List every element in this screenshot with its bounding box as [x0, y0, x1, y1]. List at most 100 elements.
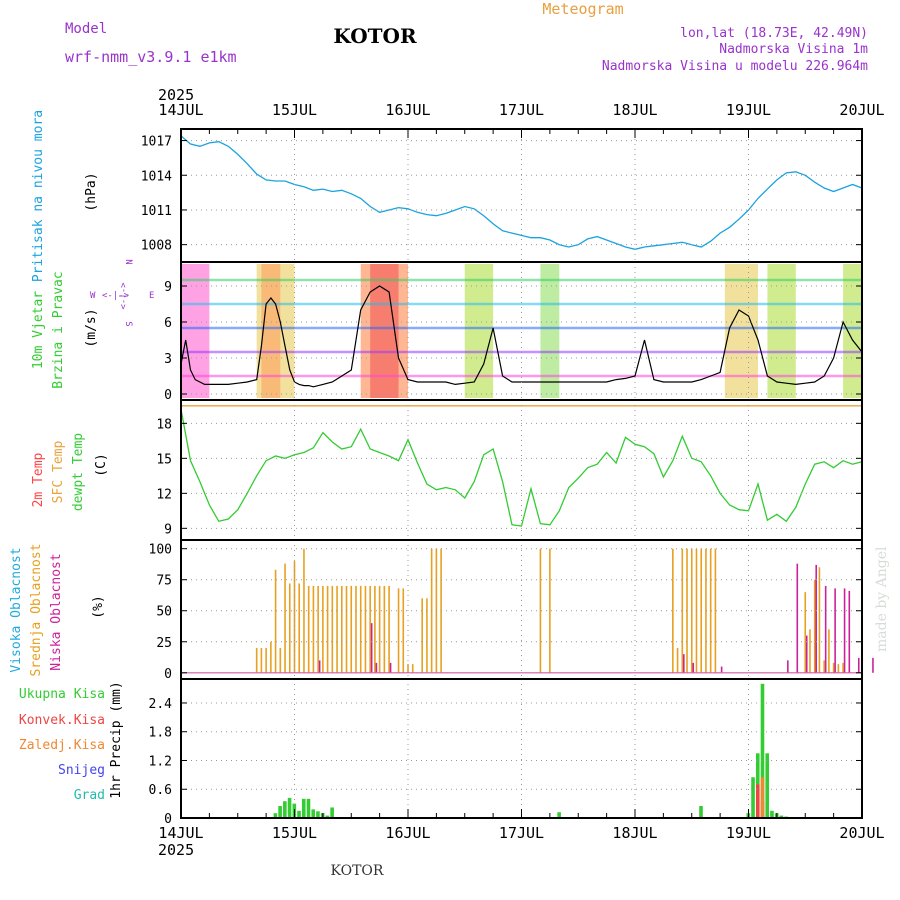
day-label-bottom-6: 20JUL [839, 824, 884, 842]
model-name: wrf-nmm_v3.9.1 e1km [65, 48, 237, 66]
pressure-tick-label-1: 1011 [141, 204, 172, 219]
precip-bar-1-0 [755, 784, 760, 818]
pressure-line [180, 135, 863, 250]
elevation-label: Nadmorska Visina 1m [719, 42, 868, 57]
precip-tick-label-0: 0 [164, 812, 172, 827]
temp-tick-label-2: 15 [156, 452, 172, 467]
precip-bar-0-8 [311, 809, 316, 818]
precip-tick-label-4: 2.4 [149, 697, 173, 712]
legend-total-rain: Ukupna Kisa [19, 687, 105, 702]
cloud-unit: (%) [91, 595, 106, 618]
pressure-unit: (hPa) [84, 172, 99, 211]
precip-bar-0-2 [283, 801, 287, 818]
precip-bar-2-0 [760, 777, 765, 818]
wind-name1: 10m Vjetar [31, 291, 46, 369]
product-title: Meteogram [542, 0, 623, 18]
temp-name2: SFC Temp [51, 441, 66, 504]
precip-tick-label-3: 1.8 [149, 726, 172, 741]
wind-tick-label-0: 0 [164, 388, 172, 403]
precip-bar-0-5 [297, 810, 301, 818]
wind-hatch-band-1 [261, 264, 281, 398]
day-label-bottom-3: 17JUL [499, 824, 544, 842]
cloud-tick-label-2: 50 [156, 605, 172, 620]
year-bottom: 2025 [158, 841, 194, 859]
day-label-top-6: 20JUL [839, 101, 884, 119]
wind-name2: Brzina i Pravac [51, 271, 66, 388]
cloud-name3: Niska Oblacnost [49, 553, 64, 670]
wind-hatch-band-5 [464, 264, 494, 398]
precip-bar-0-18 [760, 683, 765, 818]
wind-hatch-band-7 [724, 264, 758, 398]
precip-bar-0-14 [699, 806, 703, 818]
precip-bar-0-7 [306, 798, 311, 818]
cloud-name2: Srednja Oblacnost [29, 543, 44, 676]
legend-snow: Snijeg [58, 763, 105, 778]
precip-bar-0-6 [301, 798, 306, 818]
precip-bar-0-11 [325, 815, 330, 818]
cloud-tick-label-3: 75 [156, 574, 172, 589]
legend-hail: Grad [74, 788, 105, 803]
pressure-tick-label-0: 1008 [141, 239, 172, 254]
wind-tick-label-2: 6 [164, 316, 172, 331]
precip-bar-0-22 [779, 815, 784, 818]
compass-w: W [90, 291, 96, 301]
wind-speed-line [180, 285, 863, 388]
precip-bar-0-16 [751, 777, 755, 818]
precip-bar-0-20 [770, 810, 774, 818]
precip-bar-0-19 [765, 753, 770, 818]
day-label-bottom-0: 14JUL [158, 824, 203, 842]
precip-bar-0-9 [316, 811, 320, 818]
credit-watermark: made by Angel [874, 546, 890, 652]
precip-tick-label-1: 0.6 [149, 783, 172, 798]
lonlat-label: lon,lat (18.73E, 42.49N) [680, 26, 868, 41]
model-label: Model [65, 21, 107, 37]
precip-bar-0-0 [273, 813, 278, 818]
day-label-bottom-2: 16JUL [385, 824, 430, 842]
pressure-tick-label-2: 1014 [141, 169, 172, 184]
wind-unit: (m/s) [84, 308, 99, 347]
wind-tick-label-3: 9 [164, 280, 172, 295]
cloud-tick-label-0: 0 [164, 667, 172, 682]
temp-name1: 2m Temp [31, 452, 46, 507]
day-label-top-2: 16JUL [385, 101, 430, 119]
wind-hatch-band-4 [181, 264, 210, 398]
day-label-bottom-4: 18JUL [612, 824, 657, 842]
compass-arrows-v: <-|-> [119, 282, 129, 310]
precip-tick-label-2: 1.2 [149, 754, 172, 769]
station-title: KOTOR [333, 24, 417, 48]
day-label-bottom-1: 15JUL [272, 824, 317, 842]
cloud-tick-label-4: 100 [149, 543, 172, 558]
wind-hatch-band-8 [767, 264, 796, 398]
day-label-top-3: 17JUL [499, 101, 544, 119]
year-top: 2025 [158, 86, 194, 104]
day-label-top-4: 18JUL [612, 101, 657, 119]
cloud-tick-label-1: 25 [156, 636, 172, 651]
precip-bar-0-12 [330, 807, 334, 818]
compass-n: N [123, 259, 133, 264]
compass-e: E [149, 291, 154, 301]
precip-unit: 1hr Precip (mm) [109, 681, 124, 798]
pressure-tick-label-3: 1017 [141, 135, 172, 150]
day-label-top-5: 19JUL [726, 101, 771, 119]
wind-hatch-band-6 [540, 264, 560, 398]
precip-bar-0-3 [287, 797, 292, 818]
dewpoint-line [180, 409, 863, 527]
plot-area: 1008 1011 1014 1017 0 3 6 9 9 12 15 18 0 25 50 75 100 0 0.… [141, 101, 885, 842]
cloud-name1: Visoka Oblacnost [9, 547, 24, 672]
day-label-top-1: 15JUL [272, 101, 317, 119]
wind-tick-label-1: 3 [164, 352, 172, 367]
temp-tick-label-0: 9 [164, 522, 172, 537]
temp-tick-label-1: 12 [156, 487, 172, 502]
footer-station: KOTOR [331, 863, 384, 879]
compass-s: S [123, 321, 133, 326]
header: Model wrf-nmm_v3.9.1 e1km KOTOR Meteogra… [65, 0, 890, 879]
legend-frz-rain: Zaledj.Kisa [19, 738, 105, 753]
model-elevation-label: Nadmorska Visina u modelu 226.964m [602, 59, 868, 74]
compass-arrows-h: <-|-> [102, 291, 130, 301]
precip-bar-0-1 [278, 806, 282, 818]
pressure-frame [180, 128, 863, 263]
temp-tick-label-3: 18 [156, 417, 172, 432]
day-label-top-0: 14JUL [158, 101, 203, 119]
legend-conv-rain: Konvek.Kisa [19, 713, 105, 728]
